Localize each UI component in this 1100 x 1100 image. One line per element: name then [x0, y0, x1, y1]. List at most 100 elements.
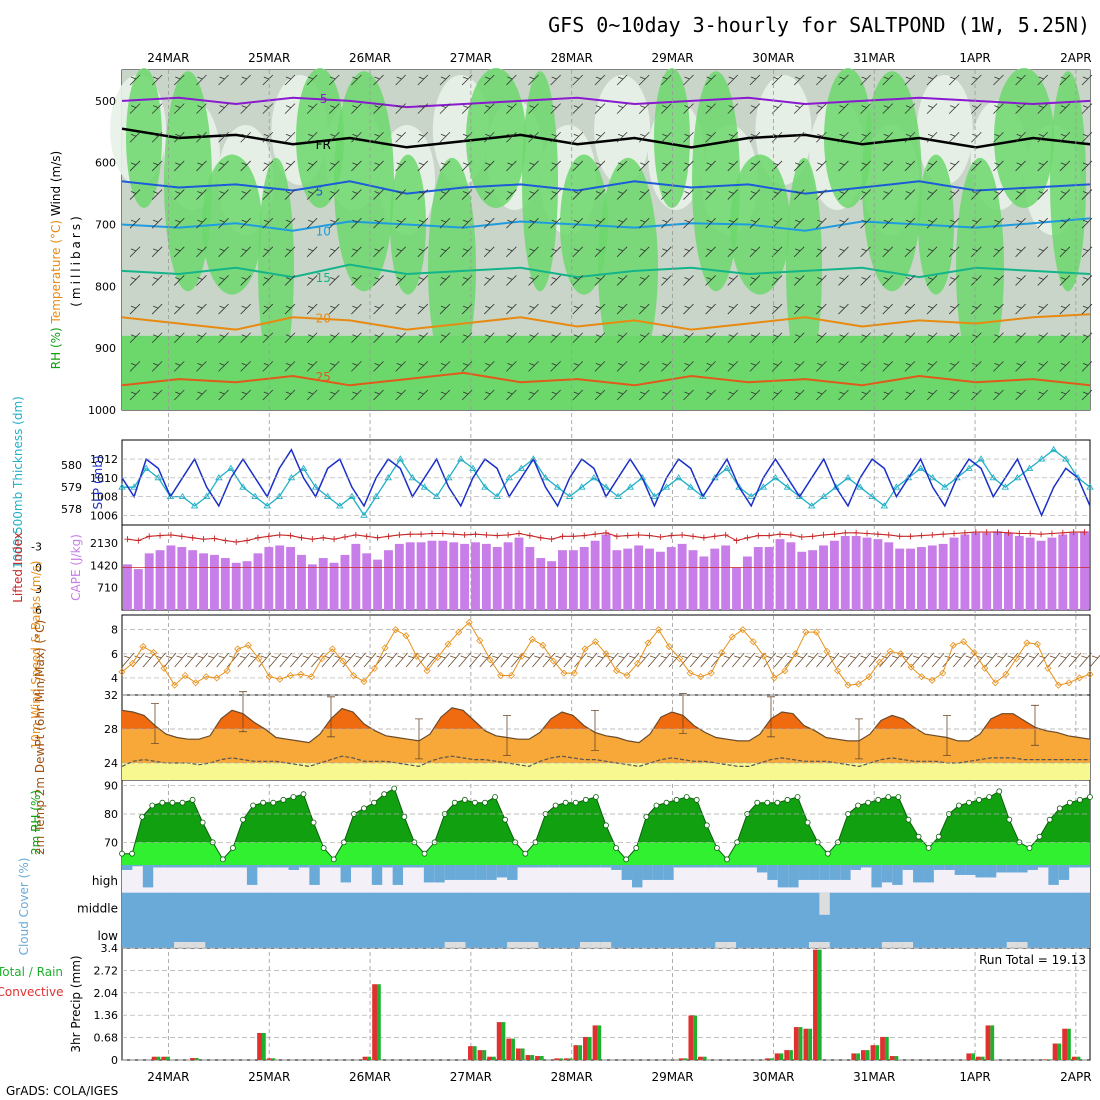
- cloud-high-bar: [892, 865, 903, 885]
- upper-y-tick: 700: [95, 219, 116, 232]
- wind-barb: [638, 332, 650, 344]
- wind-barb: [483, 332, 495, 344]
- wind-barb-10m: [247, 652, 261, 668]
- precip-conv-bar: [487, 1056, 492, 1060]
- date-label-top: 25MAR: [248, 51, 290, 65]
- wind-speed-point: [339, 657, 347, 665]
- wind-barb: [926, 189, 938, 200]
- precip-conv-bar: [583, 1036, 588, 1060]
- li-point: [592, 531, 599, 538]
- li-point: [374, 534, 381, 541]
- wind-speed-line: [121, 621, 1091, 686]
- li-point: [668, 532, 675, 539]
- temp-line: [121, 707, 1091, 744]
- wind-barb: [351, 189, 362, 200]
- cape-bar: [210, 554, 219, 610]
- wind-barb: [638, 160, 650, 172]
- rh-point: [1087, 794, 1093, 800]
- wind-barb: [1015, 332, 1026, 344]
- li-point: [1016, 530, 1023, 537]
- cloud-low-gap: [902, 942, 914, 948]
- precip-conv-bar: [372, 984, 377, 1060]
- cloud-low-gap: [507, 942, 518, 948]
- wind-barb: [351, 389, 362, 401]
- precip-total-bar: [1076, 1056, 1081, 1060]
- thickness-point: [190, 502, 199, 509]
- li-point: [983, 529, 990, 536]
- rh-point: [703, 822, 710, 829]
- cape-bar: [264, 547, 274, 610]
- wind-barb: [1037, 189, 1049, 200]
- isotherm-25: [121, 371, 1091, 387]
- li-point: [265, 533, 272, 540]
- cloud-high-bar: [444, 865, 456, 880]
- precip-total-bar: [971, 1053, 975, 1060]
- date-label-top: 27MAR: [450, 51, 492, 65]
- wind-barb: [1015, 217, 1026, 229]
- rh-point: [915, 833, 922, 840]
- thickness-y-tick: 578: [61, 503, 82, 516]
- wind-barb: [638, 189, 650, 200]
- wind-barb-10m: [731, 652, 745, 668]
- upper-y-label-part: Wind (m/s): [49, 151, 63, 216]
- upper-y-tick: 900: [95, 342, 116, 355]
- wind-barb: [284, 275, 296, 286]
- wind-barb: [816, 361, 827, 372]
- cape-bar: [601, 534, 611, 610]
- wind-speed-point: [486, 656, 494, 664]
- wind-barb: [506, 189, 517, 200]
- wind-barb: [793, 389, 805, 401]
- wind-barb: [1015, 389, 1026, 401]
- rh-moist-patch: [692, 71, 740, 292]
- slp-y-tick: 1006: [90, 509, 118, 522]
- wind-barb: [993, 74, 1004, 86]
- wind-speed-point: [391, 626, 400, 634]
- thickness-point: [541, 473, 550, 481]
- wind-barb: [1081, 332, 1093, 344]
- wind-barb: [1037, 160, 1049, 172]
- wind-barb: [1081, 131, 1093, 143]
- cloud-high-bar: [652, 865, 664, 880]
- wind-barb-10m: [910, 652, 924, 668]
- wind-barb: [727, 332, 739, 344]
- wind-barb: [616, 361, 628, 372]
- cloud-low-gap: [174, 942, 185, 948]
- wind-barb: [793, 189, 805, 200]
- wind-barb: [373, 303, 384, 315]
- wind-barb: [616, 389, 628, 401]
- precip-conv-bar: [1043, 1059, 1048, 1060]
- cape-bar: [1025, 537, 1035, 610]
- upper-y-label: RH (%) Temperature (°C) Wind (m/s): [49, 151, 63, 369]
- cape-bar: [427, 540, 437, 610]
- cape-y-tick: 1420: [90, 559, 118, 572]
- wind-barb: [683, 160, 694, 172]
- wind-barb: [1081, 189, 1093, 200]
- wind-barb: [860, 217, 871, 229]
- rh-point: [451, 799, 458, 806]
- cloud-high-bar: [319, 865, 331, 868]
- wind-barb: [683, 246, 694, 258]
- rh-point: [754, 799, 761, 806]
- wind-barb: [572, 361, 584, 372]
- cloud-high-bar: [777, 865, 789, 888]
- wind-barb: [461, 332, 473, 344]
- wind-barb: [661, 131, 672, 143]
- wind-barb: [240, 332, 251, 344]
- wind-speed-point: [749, 638, 757, 646]
- li-point: [657, 534, 664, 541]
- wind-barb: [838, 189, 849, 200]
- rh-point: [613, 845, 619, 851]
- wind-barb: [616, 332, 628, 344]
- wind-speed-point: [854, 680, 863, 688]
- slp-y-label: SLP (mb): [91, 455, 105, 509]
- cape-bar: [862, 537, 872, 610]
- wind-barb: [461, 74, 473, 86]
- cloud-y-label: Cloud Cover (%): [17, 858, 31, 956]
- cape-bar: [123, 564, 132, 610]
- wind-barb: [373, 131, 384, 143]
- wind-speed-point: [981, 664, 989, 672]
- upper-y-tick: 500: [95, 95, 116, 108]
- wind-barb: [129, 246, 141, 258]
- wind-barb: [749, 189, 761, 200]
- wind-barb: [373, 217, 384, 229]
